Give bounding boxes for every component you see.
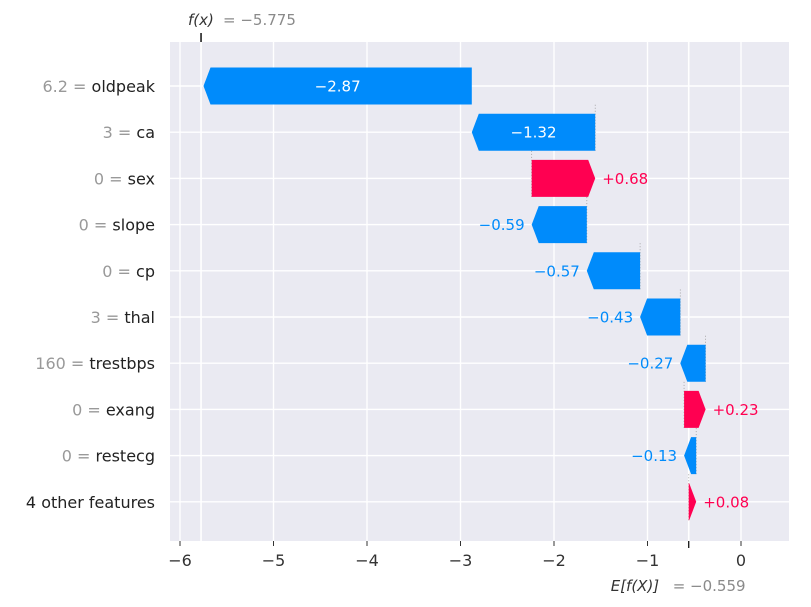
bar-value-label: −0.57 bbox=[534, 262, 580, 280]
bar-value-label: +0.68 bbox=[602, 170, 648, 188]
feature-labels: 6.2 = oldpeak 3 = ca 0 = sex 0 = slope 0 = c… bbox=[26, 77, 156, 512]
bar-4-other-features bbox=[688, 483, 697, 521]
bar-restecg bbox=[684, 437, 697, 475]
bars: −2.87 −1.32 +0.68 −0.59 −0.57 −0.43 −0.27 +0.23… bbox=[203, 67, 759, 521]
bar-slope bbox=[531, 206, 587, 244]
x-axis: −6 −5 −4 −3 −2 −1 0 bbox=[168, 541, 746, 570]
feature-label: 0 = cp bbox=[102, 262, 155, 281]
feature-label: 0 = slope bbox=[79, 216, 155, 235]
feature-label: 0 = restecg bbox=[62, 447, 155, 466]
bar-value-label: +0.23 bbox=[713, 401, 759, 419]
x-tick-label: −3 bbox=[449, 551, 473, 570]
feature-label: 6.2 = oldpeak bbox=[43, 77, 156, 96]
fx-marker: f(x) = −5.775 bbox=[188, 11, 296, 42]
bar-value-label: −2.87 bbox=[315, 78, 361, 96]
x-tick-label: −1 bbox=[636, 551, 660, 570]
base-label: E[f(X)] bbox=[611, 577, 660, 595]
bar-exang bbox=[684, 390, 706, 428]
feature-label: 4 other features bbox=[26, 493, 155, 512]
base-value: = −0.559 bbox=[673, 577, 746, 595]
bar-value-label: −0.43 bbox=[587, 309, 633, 327]
feature-label: 3 = ca bbox=[103, 123, 155, 142]
x-tick-label: −4 bbox=[355, 551, 379, 570]
x-tick-label: −2 bbox=[542, 551, 566, 570]
x-tick-label: −5 bbox=[262, 551, 286, 570]
bar-oldpeak bbox=[203, 67, 472, 105]
base-marker: E[f(X)] = −0.559 bbox=[611, 541, 746, 595]
x-tick-label: 0 bbox=[736, 551, 746, 570]
bar-sex bbox=[531, 159, 596, 197]
feature-label: 3 = thal bbox=[91, 308, 155, 327]
fx-value: = −5.775 bbox=[223, 11, 296, 29]
bar-value-label: −0.27 bbox=[627, 355, 673, 373]
bar-value-label: −0.13 bbox=[631, 447, 677, 465]
bar-value-label: +0.08 bbox=[703, 493, 749, 511]
feature-label: 160 = trestbps bbox=[35, 354, 155, 373]
bar-value-label: −0.59 bbox=[479, 216, 525, 234]
bar-value-label: −1.32 bbox=[511, 124, 557, 142]
bar-cp bbox=[586, 252, 641, 290]
bar-trestbps bbox=[680, 344, 706, 382]
feature-label: 0 = exang bbox=[72, 400, 155, 419]
feature-label: 0 = sex bbox=[94, 169, 155, 188]
bar-thal bbox=[640, 298, 681, 336]
bar-ca bbox=[471, 113, 596, 151]
fx-label: f(x) bbox=[188, 11, 214, 29]
x-tick-label: −6 bbox=[168, 551, 192, 570]
